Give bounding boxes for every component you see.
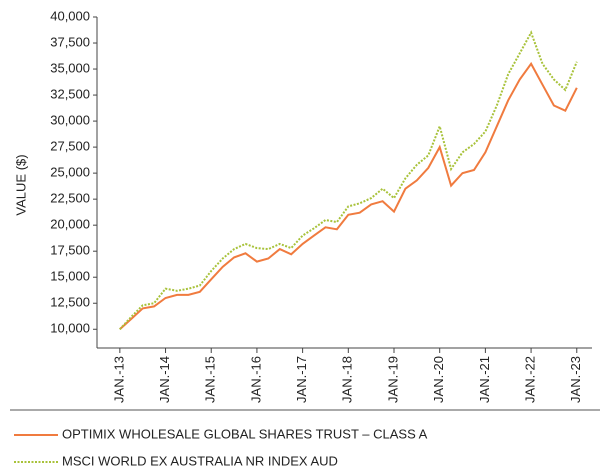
series-line (119, 30, 578, 330)
x-tick-label: JAN.-22 (523, 356, 538, 403)
x-tick-label: JAN.-14 (157, 356, 172, 403)
y-tick-label: 15,000 (50, 269, 90, 284)
x-tick-label: JAN.-16 (248, 356, 263, 403)
y-tick-label: 40,000 (50, 8, 90, 23)
y-tick-label: 27,500 (50, 139, 90, 154)
y-tick-label: 10,000 (50, 321, 90, 336)
y-tick-label: 37,500 (50, 34, 90, 49)
x-tick-label: JAN.-13 (111, 356, 126, 403)
x-tick-label: JAN.-20 (431, 356, 446, 403)
x-tick-label: JAN.-19 (385, 356, 400, 403)
y-tick-label: 32,500 (50, 87, 90, 102)
y-tick-label: 12,500 (50, 295, 90, 310)
series-line (119, 61, 578, 331)
y-tick-label: 30,000 (50, 113, 90, 128)
x-tick-label: JAN.-23 (568, 356, 583, 403)
x-tick-label: JAN.-21 (477, 356, 492, 403)
legend-label: MSCI WORLD EX AUSTRALIA NR INDEX AUD (62, 453, 338, 468)
y-tick-label: 25,000 (50, 165, 90, 180)
y-tick-label: 17,500 (50, 243, 90, 258)
x-tick-label: JAN.-15 (203, 356, 218, 403)
y-tick-label: 35,000 (50, 60, 90, 75)
x-tick-label: JAN.-18 (340, 356, 355, 403)
y-tick-label: 20,000 (50, 217, 90, 232)
y-tick-label: 22,500 (50, 191, 90, 206)
y-axis-label: VALUE ($) (13, 154, 28, 215)
legend-label: OPTIMIX WHOLESALE GLOBAL SHARES TRUST – … (62, 426, 428, 441)
x-tick-label: JAN.-17 (294, 356, 309, 403)
